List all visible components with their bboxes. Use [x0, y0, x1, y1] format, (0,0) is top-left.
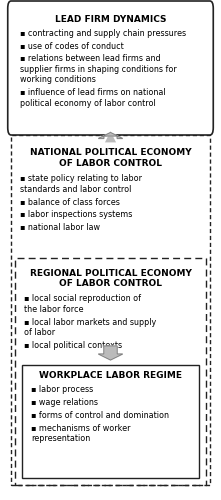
Text: ▪ national labor law: ▪ national labor law — [20, 224, 100, 232]
FancyArrow shape — [98, 346, 123, 360]
FancyArrow shape — [98, 132, 123, 138]
Bar — [15, 258, 206, 485]
Text: ▪ influence of lead firms on national
political economy of labor control: ▪ influence of lead firms on national po… — [20, 88, 166, 108]
Text: WORKPLACE LABOR REGIME: WORKPLACE LABOR REGIME — [39, 371, 182, 380]
Text: REGIONAL POLITICAL ECONOMY
OF LABOR CONTROL: REGIONAL POLITICAL ECONOMY OF LABOR CONT… — [30, 268, 191, 288]
Text: ▪ wage relations: ▪ wage relations — [31, 398, 98, 407]
FancyBboxPatch shape — [8, 1, 213, 135]
Text: ▪ local political contexts: ▪ local political contexts — [24, 341, 122, 350]
Text: ▪ use of codes of conduct: ▪ use of codes of conduct — [20, 42, 124, 50]
Text: ▪ forms of control and domination: ▪ forms of control and domination — [31, 411, 169, 420]
Text: ▪ labor process: ▪ labor process — [31, 385, 93, 394]
Text: ▪ balance of class forces: ▪ balance of class forces — [20, 198, 120, 206]
Text: ▪ mechanisms of worker
representation: ▪ mechanisms of worker representation — [31, 424, 130, 443]
Text: ▪ labor inspections systems: ▪ labor inspections systems — [20, 210, 132, 220]
Text: ▪ local labor markets and supply
of labor: ▪ local labor markets and supply of labo… — [24, 318, 156, 337]
Text: ▪ contracting and supply chain pressures: ▪ contracting and supply chain pressures — [20, 28, 186, 38]
Text: LEAD FIRM DYNAMICS: LEAD FIRM DYNAMICS — [55, 14, 166, 24]
FancyBboxPatch shape — [22, 365, 199, 478]
Text: NATIONAL POLITICAL ECONOMY
OF LABOR CONTROL: NATIONAL POLITICAL ECONOMY OF LABOR CONT… — [30, 148, 191, 168]
Text: ▪ relations between lead firms and
supplier firms in shaping conditions for
work: ▪ relations between lead firms and suppl… — [20, 54, 177, 84]
Text: ▪ state policy relating to labor
standards and labor control: ▪ state policy relating to labor standar… — [20, 174, 142, 194]
Bar — [11, 135, 210, 485]
Text: ▪ local social reproduction of
the labor force: ▪ local social reproduction of the labor… — [24, 294, 141, 314]
